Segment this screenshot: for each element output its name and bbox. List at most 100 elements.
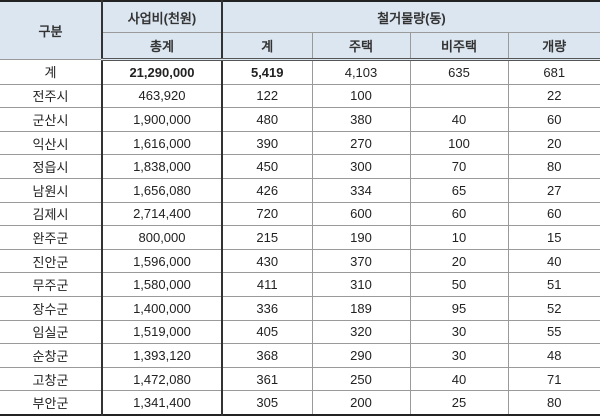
- header-cost-total: 총계: [102, 32, 223, 61]
- cell-non-housing: 25: [409, 390, 509, 416]
- table-row: 무주군 1,580,000 411 310 50 51: [0, 272, 600, 297]
- cell-non-housing: 50: [409, 272, 509, 297]
- cell-name: 진안군: [0, 248, 103, 274]
- cell-sum: 426: [221, 177, 313, 203]
- cell-cost: 1,596,000: [101, 248, 223, 274]
- cell-name: 고창군: [0, 366, 103, 392]
- cell-non-housing: 95: [409, 295, 509, 321]
- cell-cost: 800,000: [101, 225, 223, 250]
- cell-barn: 681: [507, 59, 600, 85]
- cell-housing: 190: [311, 225, 411, 250]
- cell-name: 정읍시: [0, 154, 103, 179]
- cell-housing: 200: [311, 390, 411, 416]
- cell-non-housing: 635: [409, 59, 509, 85]
- cell-housing: 100: [311, 83, 411, 109]
- cell-barn: 51: [507, 272, 600, 297]
- cell-name: 계: [0, 59, 103, 85]
- total-row: 계 21,290,000 5,419 4,103 635 681: [0, 59, 600, 85]
- cell-sum: 122: [221, 83, 313, 109]
- header-sum: 계: [221, 32, 313, 61]
- table-row: 남원시 1,656,080 426 334 65 27: [0, 177, 600, 203]
- cell-non-housing: 40: [409, 366, 509, 392]
- cell-sum: 368: [221, 343, 313, 368]
- table-row: 고창군 1,472,080 361 250 40 71: [0, 366, 600, 392]
- cell-sum: 390: [221, 130, 313, 156]
- table-row: 장수군 1,400,000 336 189 95 52: [0, 295, 600, 321]
- table-row: 순창군 1,393,120 368 290 30 48: [0, 343, 600, 368]
- cell-name: 부안군: [0, 390, 103, 416]
- table-row: 정읍시 1,838,000 450 300 70 80: [0, 154, 600, 179]
- table-row: 김제시 2,714,400 720 600 60 60: [0, 201, 600, 227]
- table-row: 진안군 1,596,000 430 370 20 40: [0, 248, 600, 274]
- cell-housing: 320: [311, 319, 411, 345]
- cell-barn: 80: [507, 390, 600, 416]
- cell-housing: 334: [311, 177, 411, 203]
- cell-cost: 463,920: [101, 83, 223, 109]
- cell-cost: 1,341,400: [101, 390, 223, 416]
- cell-barn: 55: [507, 319, 600, 345]
- header-barn: 개량: [507, 32, 600, 61]
- cell-non-housing: 10: [409, 225, 509, 250]
- cell-sum: 411: [221, 272, 313, 297]
- cell-housing: 310: [311, 272, 411, 297]
- cell-sum: 336: [221, 295, 313, 321]
- cell-cost: 21,290,000: [101, 59, 223, 85]
- cell-non-housing: 40: [409, 107, 509, 132]
- cell-non-housing: 65: [409, 177, 509, 203]
- cell-barn: 60: [507, 201, 600, 227]
- table-row: 부안군 1,341,400 305 200 25 80: [0, 390, 600, 416]
- cell-barn: 80: [507, 154, 600, 179]
- cell-sum: 430: [221, 248, 313, 274]
- cell-non-housing: 70: [409, 154, 509, 179]
- cell-cost: 1,616,000: [101, 130, 223, 156]
- header-housing: 주택: [311, 32, 411, 61]
- cell-name: 순창군: [0, 343, 103, 368]
- cell-name: 전주시: [0, 83, 103, 109]
- cell-barn: 40: [507, 248, 600, 274]
- cell-barn: 48: [507, 343, 600, 368]
- cell-housing: 189: [311, 295, 411, 321]
- cell-barn: 71: [507, 366, 600, 392]
- table-row: 군산시 1,900,000 480 380 40 60: [0, 107, 600, 132]
- cell-sum: 450: [221, 154, 313, 179]
- cell-non-housing: 30: [409, 319, 509, 345]
- cell-housing: 600: [311, 201, 411, 227]
- cell-sum: 5,419: [221, 59, 313, 85]
- cell-non-housing: 100: [409, 130, 509, 156]
- cell-name: 김제시: [0, 201, 103, 227]
- header-cost-group: 사업비(천원): [101, 0, 223, 33]
- cell-sum: 480: [221, 107, 313, 132]
- cell-housing: 380: [311, 107, 411, 132]
- cell-housing: 300: [311, 154, 411, 179]
- cell-cost: 1,472,080: [101, 366, 223, 392]
- cell-non-housing: 60: [409, 201, 509, 227]
- cell-non-housing: 30: [409, 343, 509, 368]
- cell-sum: 215: [221, 225, 313, 250]
- cell-barn: 20: [507, 130, 600, 156]
- cell-name: 완주군: [0, 225, 103, 250]
- cell-cost: 1,656,080: [101, 177, 223, 203]
- cell-cost: 1,400,000: [101, 295, 223, 321]
- header-category: 구분: [0, 0, 103, 60]
- cell-cost: 1,900,000: [101, 107, 223, 132]
- cell-cost: 1,519,000: [101, 319, 223, 345]
- cell-housing: 270: [311, 130, 411, 156]
- cell-name: 장수군: [0, 295, 103, 321]
- header-non-housing: 비주택: [409, 32, 509, 61]
- cell-name: 무주군: [0, 272, 103, 297]
- cell-cost: 1,580,000: [101, 272, 223, 297]
- table-row: 익산시 1,616,000 390 270 100 20: [0, 130, 600, 156]
- cell-non-housing: 20: [409, 248, 509, 274]
- cell-barn: 22: [507, 83, 600, 109]
- cell-name: 군산시: [0, 107, 103, 132]
- table-row: 임실군 1,519,000 405 320 30 55: [0, 319, 600, 345]
- cell-cost: 2,714,400: [101, 201, 223, 227]
- cell-housing: 370: [311, 248, 411, 274]
- cell-housing: 4,103: [311, 59, 411, 85]
- cell-sum: 305: [221, 390, 313, 416]
- cell-non-housing: [409, 83, 509, 109]
- cell-cost: 1,838,000: [101, 154, 223, 179]
- cell-barn: 52: [507, 295, 600, 321]
- cell-name: 남원시: [0, 177, 103, 203]
